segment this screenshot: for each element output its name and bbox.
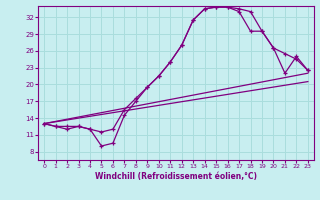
X-axis label: Windchill (Refroidissement éolien,°C): Windchill (Refroidissement éolien,°C) (95, 172, 257, 181)
